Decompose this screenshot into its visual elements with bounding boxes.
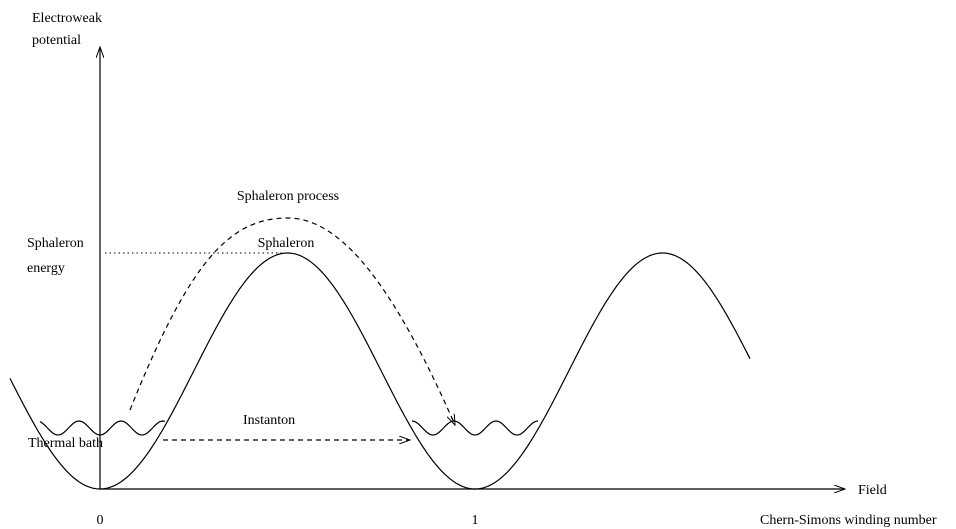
- label: Sphaleron process: [237, 189, 339, 204]
- thermal-wiggle: [411, 420, 539, 436]
- label: Instanton: [243, 413, 295, 428]
- potential-curve: [9, 252, 751, 490]
- label: Thermal bath: [28, 436, 103, 451]
- label: Sphaleron: [258, 236, 315, 251]
- x-tick-label: 0: [97, 513, 104, 528]
- x-caption: Chern-Simons winding number: [760, 513, 937, 528]
- x-tick-label: 1: [472, 513, 479, 528]
- sphaleron-arrow: [129, 217, 455, 425]
- y-label: potential: [32, 33, 81, 48]
- label: energy: [27, 261, 65, 276]
- label: Sphaleron: [27, 236, 84, 251]
- thermal-wiggle: [39, 420, 166, 436]
- x-label: Field: [858, 483, 887, 498]
- y-label: Electroweak: [32, 11, 102, 26]
